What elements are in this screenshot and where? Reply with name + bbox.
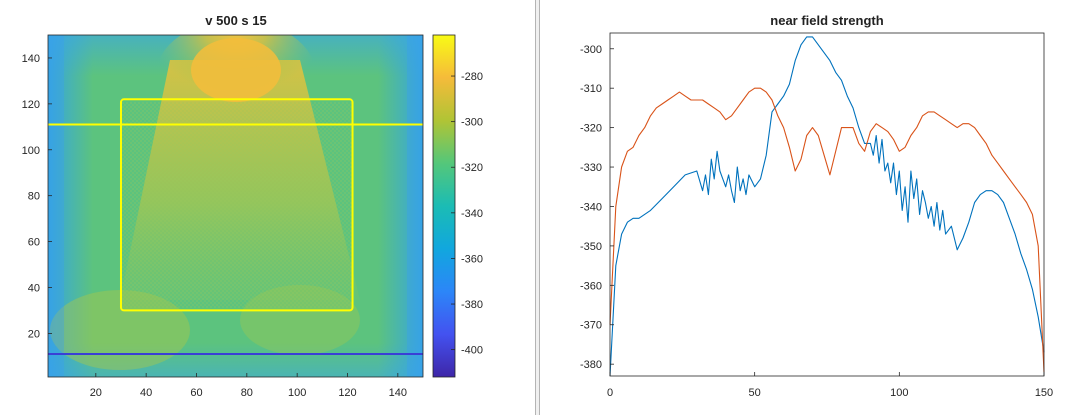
line-y-axis: -300 -310 -320 -330 -340 -350 -360 -370 -380 xyxy=(580,44,614,371)
window-divider[interactable] xyxy=(535,0,540,415)
y-tick-label: 100 xyxy=(22,145,40,157)
x-tick-label: 140 xyxy=(389,387,407,399)
colorbar-tick-label: -400 xyxy=(461,345,483,357)
y-tick-label: -340 xyxy=(580,201,602,213)
y-tick-label: 60 xyxy=(28,237,40,249)
heatmap-title: v 500 s 15 xyxy=(205,13,266,28)
x-tick-label: 120 xyxy=(338,387,356,399)
y-tick-label: -370 xyxy=(580,320,602,332)
x-tick-label: 60 xyxy=(190,387,202,399)
colorbar-tick-label: -380 xyxy=(461,299,483,311)
y-tick-label: 80 xyxy=(28,191,40,203)
x-tick-label: 100 xyxy=(890,387,908,399)
y-tick-label: 40 xyxy=(28,282,40,294)
y-tick-label: 120 xyxy=(22,99,40,111)
y-tick-label: 140 xyxy=(22,53,40,65)
line-figure-panel: near field strength 0 50 100 150 -300 -310 -3… xyxy=(540,0,1090,415)
y-tick-label: -360 xyxy=(580,280,602,292)
y-tick-label: 20 xyxy=(28,328,40,340)
heatmap-figure-panel: v 500 s 15 20 40 60 80 100 120 140 20 40 60 80 100… xyxy=(0,0,535,415)
heatmap-chart: v 500 s 15 20 40 60 80 100 120 140 20 40 60 80 100… xyxy=(22,13,483,399)
colorbar-tick-label: -360 xyxy=(461,253,483,265)
line-axes-box xyxy=(609,32,1045,377)
colorbar-tick-label: -300 xyxy=(461,117,483,129)
colorbar-tick-label: -280 xyxy=(461,71,483,83)
series-line-2 xyxy=(609,87,1045,373)
x-tick-label: 100 xyxy=(288,387,306,399)
colorbar-tick-label: -320 xyxy=(461,162,483,174)
x-tick-label: 50 xyxy=(749,387,761,399)
y-tick-label: -330 xyxy=(580,162,602,174)
line-chart-title: near field strength xyxy=(770,13,883,28)
colorbar xyxy=(432,34,456,378)
x-tick-label: 0 xyxy=(607,387,613,399)
heatmap-overlays xyxy=(48,98,423,356)
line-series-group xyxy=(609,36,1045,377)
x-tick-label: 20 xyxy=(90,387,102,399)
x-tick-label: 150 xyxy=(1035,387,1053,399)
heatmap-y-axis: 20 40 60 80 100 120 140 xyxy=(22,53,52,340)
line-x-axis: 0 50 100 150 xyxy=(607,372,1053,399)
x-tick-label: 40 xyxy=(140,387,152,399)
y-tick-label: -380 xyxy=(580,359,602,371)
y-tick-label: -300 xyxy=(580,44,602,56)
y-tick-label: -350 xyxy=(580,241,602,253)
colorbar-axis: -280 -300 -320 -340 -360 -380 -400 xyxy=(451,71,483,357)
overlay-rectangle xyxy=(119,98,354,312)
y-tick-label: -320 xyxy=(580,123,602,135)
x-tick-label: 80 xyxy=(241,387,253,399)
heatmap-field xyxy=(48,35,423,377)
heatmap-x-axis: 20 40 60 80 100 120 140 xyxy=(90,373,407,399)
line-chart: near field strength 0 50 100 150 -300-310-3… xyxy=(580,13,1053,399)
heatmap-axes-box xyxy=(47,34,424,378)
series-line-1 xyxy=(609,36,1045,377)
y-tick-label: -310 xyxy=(580,83,602,95)
colorbar-tick-label: -340 xyxy=(461,208,483,220)
